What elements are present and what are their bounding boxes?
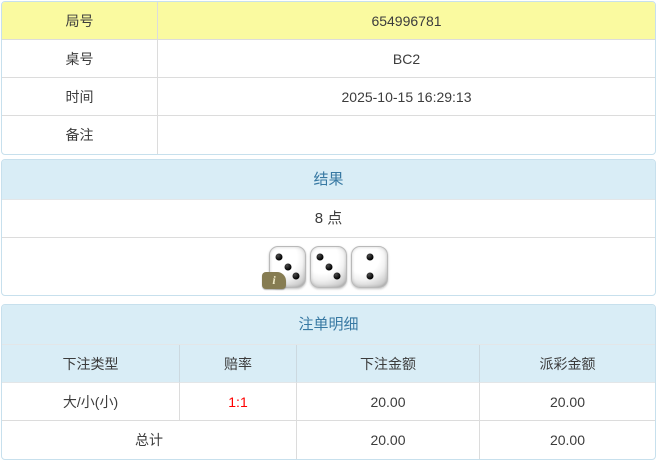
die-pip xyxy=(366,253,373,261)
col-bet-amount: 下注金额 xyxy=(297,345,480,383)
die-pip xyxy=(366,272,373,280)
result-panel-title: 结果 xyxy=(2,160,655,200)
die-pip xyxy=(316,253,324,261)
bet-amount-value: 20.00 xyxy=(297,383,480,421)
bet-type-value: 大/小(小) xyxy=(2,383,180,421)
info-icon[interactable]: i xyxy=(262,271,286,289)
payout-amount-value: 20.00 xyxy=(480,383,655,421)
table-row: 大/小(小) 1:1 20.00 20.00 xyxy=(2,383,655,421)
table-id-value: BC2 xyxy=(158,40,655,78)
time-value: 2025-10-15 16:29:13 xyxy=(158,78,655,116)
col-payout-amount: 派彩金额 xyxy=(480,345,655,383)
total-row: 总计 20.00 20.00 xyxy=(2,421,655,459)
die-pip xyxy=(292,272,300,280)
bet-detail-title: 注单明细 xyxy=(2,305,655,345)
die-pip xyxy=(275,253,283,261)
table-header-row: 下注类型 赔率 下注金额 派彩金额 xyxy=(2,345,655,383)
result-points: 8 点 xyxy=(2,200,655,238)
round-id-label: 局号 xyxy=(2,2,158,40)
result-panel: 结果 8 点 i xyxy=(1,159,656,296)
table-id-label: 桌号 xyxy=(2,40,158,78)
remark-label: 备注 xyxy=(2,116,158,154)
table-row: 备注 xyxy=(2,116,655,154)
total-payout-amount: 20.00 xyxy=(549,432,586,448)
round-id-value: 654996781 xyxy=(158,2,655,40)
dice-row: i xyxy=(2,238,655,295)
bet-detail-panel: 注单明细 下注类型 赔率 下注金额 派彩金额 大/小(小) 1:1 20.00 … xyxy=(1,304,656,460)
bet-odds-value: 1:1 xyxy=(180,383,297,421)
total-bet-amount: 20.00 xyxy=(297,421,480,459)
remark-value xyxy=(158,116,655,154)
dice-strip: i xyxy=(262,245,388,289)
die-pip xyxy=(325,263,332,270)
game-info-table: 局号 654996781 桌号 BC2 时间 2025-10-15 16:29:… xyxy=(2,2,655,154)
die-2 xyxy=(351,245,388,288)
table-row: 时间 2025-10-15 16:29:13 xyxy=(2,78,655,116)
table-row: 局号 654996781 xyxy=(2,2,655,40)
game-info-panel: 局号 654996781 桌号 BC2 时间 2025-10-15 16:29:… xyxy=(1,1,656,155)
bet-detail-table: 下注类型 赔率 下注金额 派彩金额 大/小(小) 1:1 20.00 20.00… xyxy=(2,345,655,459)
total-label: 总计 xyxy=(2,421,297,459)
table-row: 桌号 BC2 xyxy=(2,40,655,78)
die-3 xyxy=(310,245,347,288)
die-pip xyxy=(333,272,341,280)
col-odds: 赔率 xyxy=(180,345,297,383)
die-pip xyxy=(284,263,291,270)
time-label: 时间 xyxy=(2,78,158,116)
col-bet-type: 下注类型 xyxy=(2,345,180,383)
